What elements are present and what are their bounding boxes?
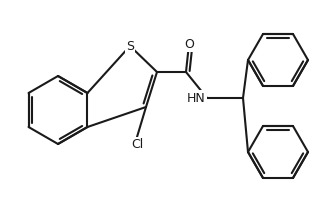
- Text: Cl: Cl: [131, 138, 143, 151]
- Text: O: O: [184, 38, 194, 51]
- Text: HN: HN: [187, 92, 206, 105]
- Text: S: S: [126, 40, 134, 52]
